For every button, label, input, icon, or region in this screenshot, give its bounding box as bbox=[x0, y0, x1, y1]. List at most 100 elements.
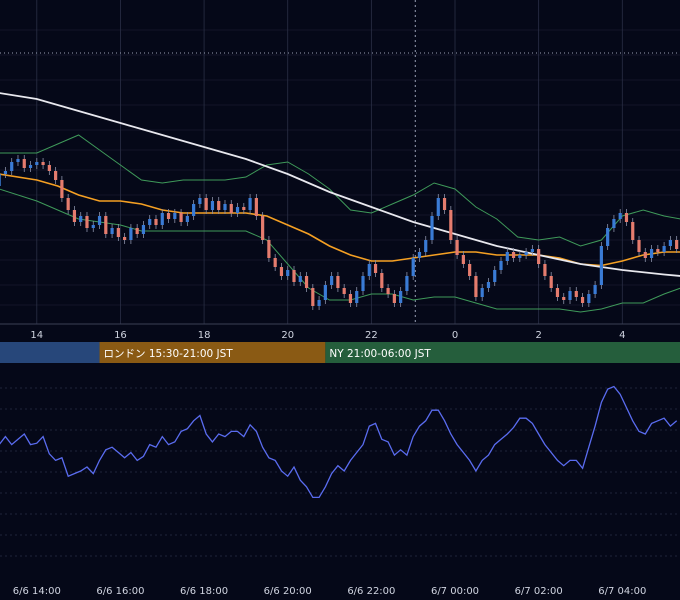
candle[interactable] bbox=[524, 248, 528, 259]
candle[interactable] bbox=[317, 296, 321, 310]
candle[interactable] bbox=[10, 158, 14, 175]
candle[interactable] bbox=[461, 251, 465, 268]
candle[interactable] bbox=[336, 272, 340, 292]
candle[interactable] bbox=[154, 215, 158, 229]
candle[interactable] bbox=[493, 266, 497, 286]
candle[interactable] bbox=[480, 284, 484, 301]
candle[interactable] bbox=[424, 236, 428, 256]
candle[interactable] bbox=[474, 272, 478, 301]
candle[interactable] bbox=[593, 281, 597, 298]
candle[interactable] bbox=[3, 167, 8, 178]
candle[interactable] bbox=[35, 158, 39, 169]
candle[interactable] bbox=[530, 245, 534, 256]
candle[interactable] bbox=[110, 224, 114, 238]
candle[interactable] bbox=[436, 194, 440, 220]
candle[interactable] bbox=[417, 248, 422, 262]
candle[interactable] bbox=[292, 266, 296, 286]
candle[interactable] bbox=[468, 260, 472, 280]
candle[interactable] bbox=[242, 203, 246, 214]
candle[interactable] bbox=[229, 200, 233, 217]
candle[interactable] bbox=[606, 224, 610, 250]
candle[interactable] bbox=[449, 206, 453, 244]
candle[interactable] bbox=[22, 155, 26, 172]
oscillator-line[interactable] bbox=[0, 385, 678, 499]
candle[interactable] bbox=[204, 194, 208, 214]
candle[interactable] bbox=[643, 248, 647, 262]
candle[interactable] bbox=[47, 161, 51, 175]
price-candles[interactable] bbox=[0, 155, 679, 310]
candle[interactable] bbox=[442, 194, 447, 214]
candle[interactable] bbox=[129, 224, 133, 244]
candle[interactable] bbox=[298, 272, 302, 286]
candle[interactable] bbox=[60, 176, 64, 202]
candle[interactable] bbox=[355, 287, 359, 307]
candle[interactable] bbox=[54, 167, 58, 184]
candle[interactable] bbox=[618, 209, 622, 223]
candle[interactable] bbox=[574, 287, 578, 301]
oscillator-series-line[interactable] bbox=[0, 385, 678, 499]
candle[interactable] bbox=[323, 281, 327, 304]
candle[interactable] bbox=[392, 290, 396, 307]
candle[interactable] bbox=[486, 278, 491, 292]
candle[interactable] bbox=[505, 248, 509, 265]
candle[interactable] bbox=[549, 272, 553, 292]
candle[interactable] bbox=[543, 260, 547, 280]
candle[interactable] bbox=[399, 287, 403, 307]
candle[interactable] bbox=[85, 212, 89, 232]
candle[interactable] bbox=[587, 290, 591, 307]
candle[interactable] bbox=[179, 209, 183, 226]
candle[interactable] bbox=[405, 272, 409, 295]
candle[interactable] bbox=[135, 224, 139, 238]
candle[interactable] bbox=[675, 236, 679, 253]
candle[interactable] bbox=[518, 251, 522, 262]
candle[interactable] bbox=[248, 194, 252, 214]
candle[interactable] bbox=[16, 155, 20, 166]
candle[interactable] bbox=[631, 218, 635, 244]
candle[interactable] bbox=[662, 242, 666, 256]
candle[interactable] bbox=[499, 257, 503, 274]
candle[interactable] bbox=[367, 260, 371, 280]
candle[interactable] bbox=[210, 197, 215, 214]
candle[interactable] bbox=[455, 236, 459, 259]
candle[interactable] bbox=[279, 263, 284, 280]
candle[interactable] bbox=[141, 221, 146, 238]
candle[interactable] bbox=[649, 245, 654, 262]
candle[interactable] bbox=[116, 224, 120, 241]
candle[interactable] bbox=[41, 158, 45, 169]
candle[interactable] bbox=[568, 287, 572, 304]
candle[interactable] bbox=[311, 284, 315, 310]
candle[interactable] bbox=[160, 209, 164, 229]
candle[interactable] bbox=[123, 233, 127, 244]
candle[interactable] bbox=[656, 245, 660, 256]
candle[interactable] bbox=[185, 212, 189, 226]
candle[interactable] bbox=[97, 212, 102, 229]
candle[interactable] bbox=[66, 194, 70, 214]
candle[interactable] bbox=[348, 290, 353, 307]
candle[interactable] bbox=[235, 203, 240, 217]
candle[interactable] bbox=[104, 212, 108, 238]
candle[interactable] bbox=[79, 212, 83, 226]
candle[interactable] bbox=[380, 269, 384, 292]
candle[interactable] bbox=[304, 272, 309, 292]
candle[interactable] bbox=[267, 236, 271, 262]
candle[interactable] bbox=[254, 194, 258, 220]
candle[interactable] bbox=[166, 209, 171, 223]
candle[interactable] bbox=[555, 284, 560, 301]
candle[interactable] bbox=[198, 194, 202, 208]
candle[interactable] bbox=[430, 212, 434, 244]
candle[interactable] bbox=[330, 272, 334, 289]
candle[interactable] bbox=[273, 254, 277, 271]
candle[interactable] bbox=[286, 266, 290, 280]
candle[interactable] bbox=[148, 215, 152, 229]
candle[interactable] bbox=[599, 242, 603, 289]
candle[interactable] bbox=[192, 200, 196, 220]
candle[interactable] bbox=[342, 284, 346, 298]
candle[interactable] bbox=[261, 212, 265, 244]
candle[interactable] bbox=[217, 197, 221, 214]
candle[interactable] bbox=[562, 293, 566, 304]
candle[interactable] bbox=[537, 245, 541, 268]
candle[interactable] bbox=[223, 200, 227, 214]
candle[interactable] bbox=[386, 284, 390, 298]
candle[interactable] bbox=[411, 254, 415, 280]
candle[interactable] bbox=[612, 215, 616, 232]
